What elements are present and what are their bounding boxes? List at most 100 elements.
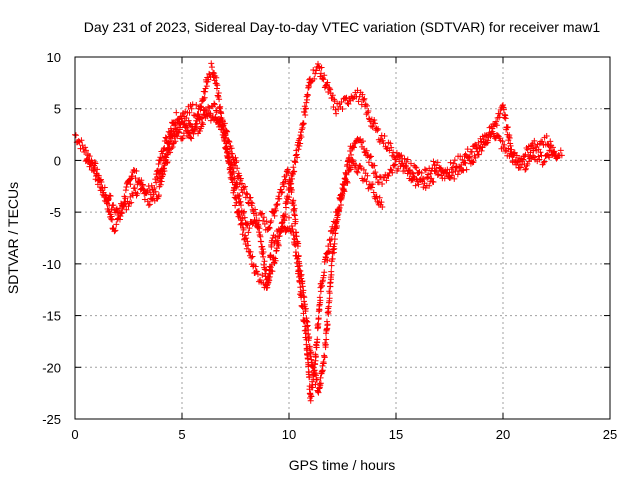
data-point [549,144,556,151]
data-point [360,96,367,103]
data-point [149,196,156,203]
data-point [368,184,375,191]
data-point [524,146,531,153]
data-point [260,248,267,255]
data-point [427,170,434,177]
data-point [329,92,336,99]
data-point [207,117,214,124]
data-point [552,153,559,160]
data-point [318,64,325,71]
data-point [462,160,469,167]
data-point [113,221,120,228]
data-point [324,79,331,86]
y-tick-label: -10 [42,257,61,272]
data-point [111,228,118,235]
data-point [163,154,170,161]
data-point [106,192,113,199]
data-point [243,235,250,242]
data-point [317,70,324,77]
data-point [296,143,303,150]
data-point [225,138,232,145]
data-point [94,181,101,188]
data-point [343,171,350,178]
data-point [327,86,334,93]
data-point [558,152,565,159]
data-point [95,172,102,179]
data-point [315,315,322,322]
data-point [430,158,437,165]
data-point [185,117,192,124]
data-point [432,168,439,175]
y-tick-label: 0 [54,153,61,168]
data-point [359,91,366,98]
data-point [208,64,215,71]
data-point [371,117,378,124]
y-axis-label: SDTVAR / TECUs [5,182,21,294]
data-point [256,225,263,232]
data-point [317,297,324,304]
data-point [91,164,98,171]
data-point [132,175,139,182]
chart-title: Day 231 of 2023, Sidereal Day-to-day VTE… [84,19,601,35]
data-point [224,128,231,135]
data-point [366,154,373,161]
data-point [259,243,266,250]
data-point [434,159,441,166]
data-point [200,96,207,103]
data-point [282,211,289,218]
data-point [179,135,185,142]
series-track-b [82,100,386,404]
data-point [430,179,437,186]
data-point [240,209,247,216]
data-point [292,242,299,249]
data-point [199,119,206,126]
data-point [399,156,406,163]
data-point [301,109,308,116]
data-point [188,105,195,112]
data-point [226,153,233,160]
data-point [520,156,527,163]
data-point [155,192,162,199]
data-point [299,304,306,311]
data-point [425,174,432,181]
data-point [341,182,348,189]
data-point [243,190,250,197]
data-point [229,150,236,157]
data-point [304,345,311,352]
data-point [474,145,481,152]
data-point [245,229,252,236]
data-point [433,167,440,174]
data-point [302,112,309,119]
data-point [164,139,171,146]
data-point [300,120,307,127]
data-point [134,190,141,197]
data-point [150,189,157,196]
data-point [320,76,327,83]
data-point [360,166,367,173]
data-point [447,159,454,166]
data-point [371,120,378,127]
data-point [387,166,394,173]
data-point [301,318,308,325]
data-point [338,192,345,199]
data-point [375,179,382,186]
data-point [365,159,372,166]
data-point [144,198,151,205]
data-point [387,140,394,147]
data-point [244,222,251,229]
data-point [359,138,366,145]
data-point [302,305,309,312]
data-point [293,252,300,259]
data-point [153,171,160,178]
data-point [242,232,249,239]
data-point [223,128,230,135]
data-point [190,127,197,134]
data-point [249,200,256,207]
data-point [470,159,477,166]
data-point [275,193,282,200]
data-point [233,195,240,202]
data-point [306,373,313,380]
data-point [327,241,334,248]
data-point [290,202,297,209]
data-point [159,155,166,162]
